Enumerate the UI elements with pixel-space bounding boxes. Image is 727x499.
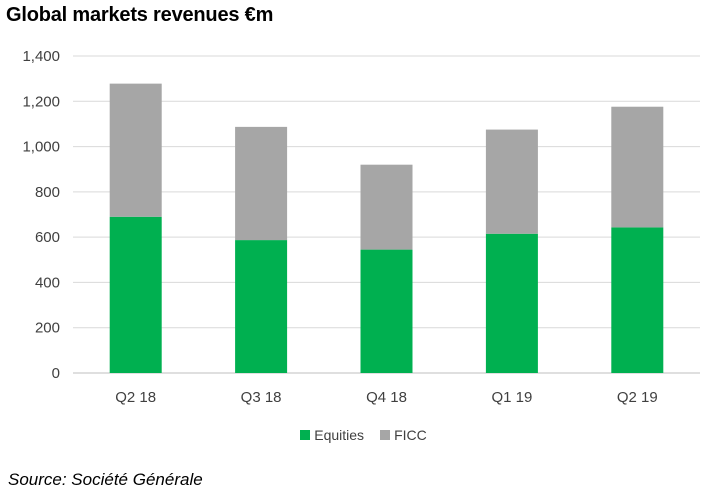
bar-ficc — [360, 164, 413, 250]
y-axis-ticks: 0 200 400 600 800 1,000 1,200 1,400 — [22, 48, 60, 382]
legend-label-ficc: FICC — [394, 427, 427, 443]
bar-equities — [235, 240, 288, 373]
legend-label-equities: Equities — [314, 427, 365, 443]
bar-equities — [360, 249, 413, 373]
x-tick-label: Q3 18 — [241, 389, 282, 406]
chart-title: Global markets revenues €m — [6, 4, 274, 26]
y-tick-label: 600 — [35, 229, 60, 246]
x-tick-label: Q4 18 — [366, 389, 407, 406]
legend-swatch-equities — [300, 430, 311, 440]
y-tick-label: 1,000 — [22, 139, 60, 156]
legend: Equities FICC — [0, 427, 727, 443]
bar-ficc — [109, 83, 162, 217]
bar-ficc — [235, 126, 288, 241]
bar-equities — [485, 233, 538, 373]
bar-ficc — [485, 129, 538, 234]
y-tick-label: 1,200 — [22, 93, 60, 110]
bar-equities — [611, 227, 664, 373]
source-note: Source: Société Générale — [8, 470, 203, 489]
x-tick-label: Q1 19 — [491, 389, 532, 406]
y-tick-label: 0 — [52, 365, 60, 382]
y-tick-label: 400 — [35, 274, 60, 291]
legend-item-ficc: FICC — [380, 427, 427, 443]
x-tick-label: Q2 18 — [115, 389, 156, 406]
bar-ficc — [611, 106, 664, 228]
y-tick-label: 200 — [35, 320, 60, 337]
bar-equities — [109, 216, 162, 373]
legend-swatch-ficc — [380, 430, 391, 440]
legend-item-equities: Equities — [300, 427, 364, 443]
y-tick-label: 800 — [35, 184, 60, 201]
bars — [109, 83, 664, 373]
x-tick-label: Q2 19 — [617, 389, 658, 406]
x-axis-ticks: Q2 18 Q3 18 Q4 18 Q1 19 Q2 19 — [115, 389, 657, 406]
y-tick-label: 1,400 — [22, 48, 60, 65]
